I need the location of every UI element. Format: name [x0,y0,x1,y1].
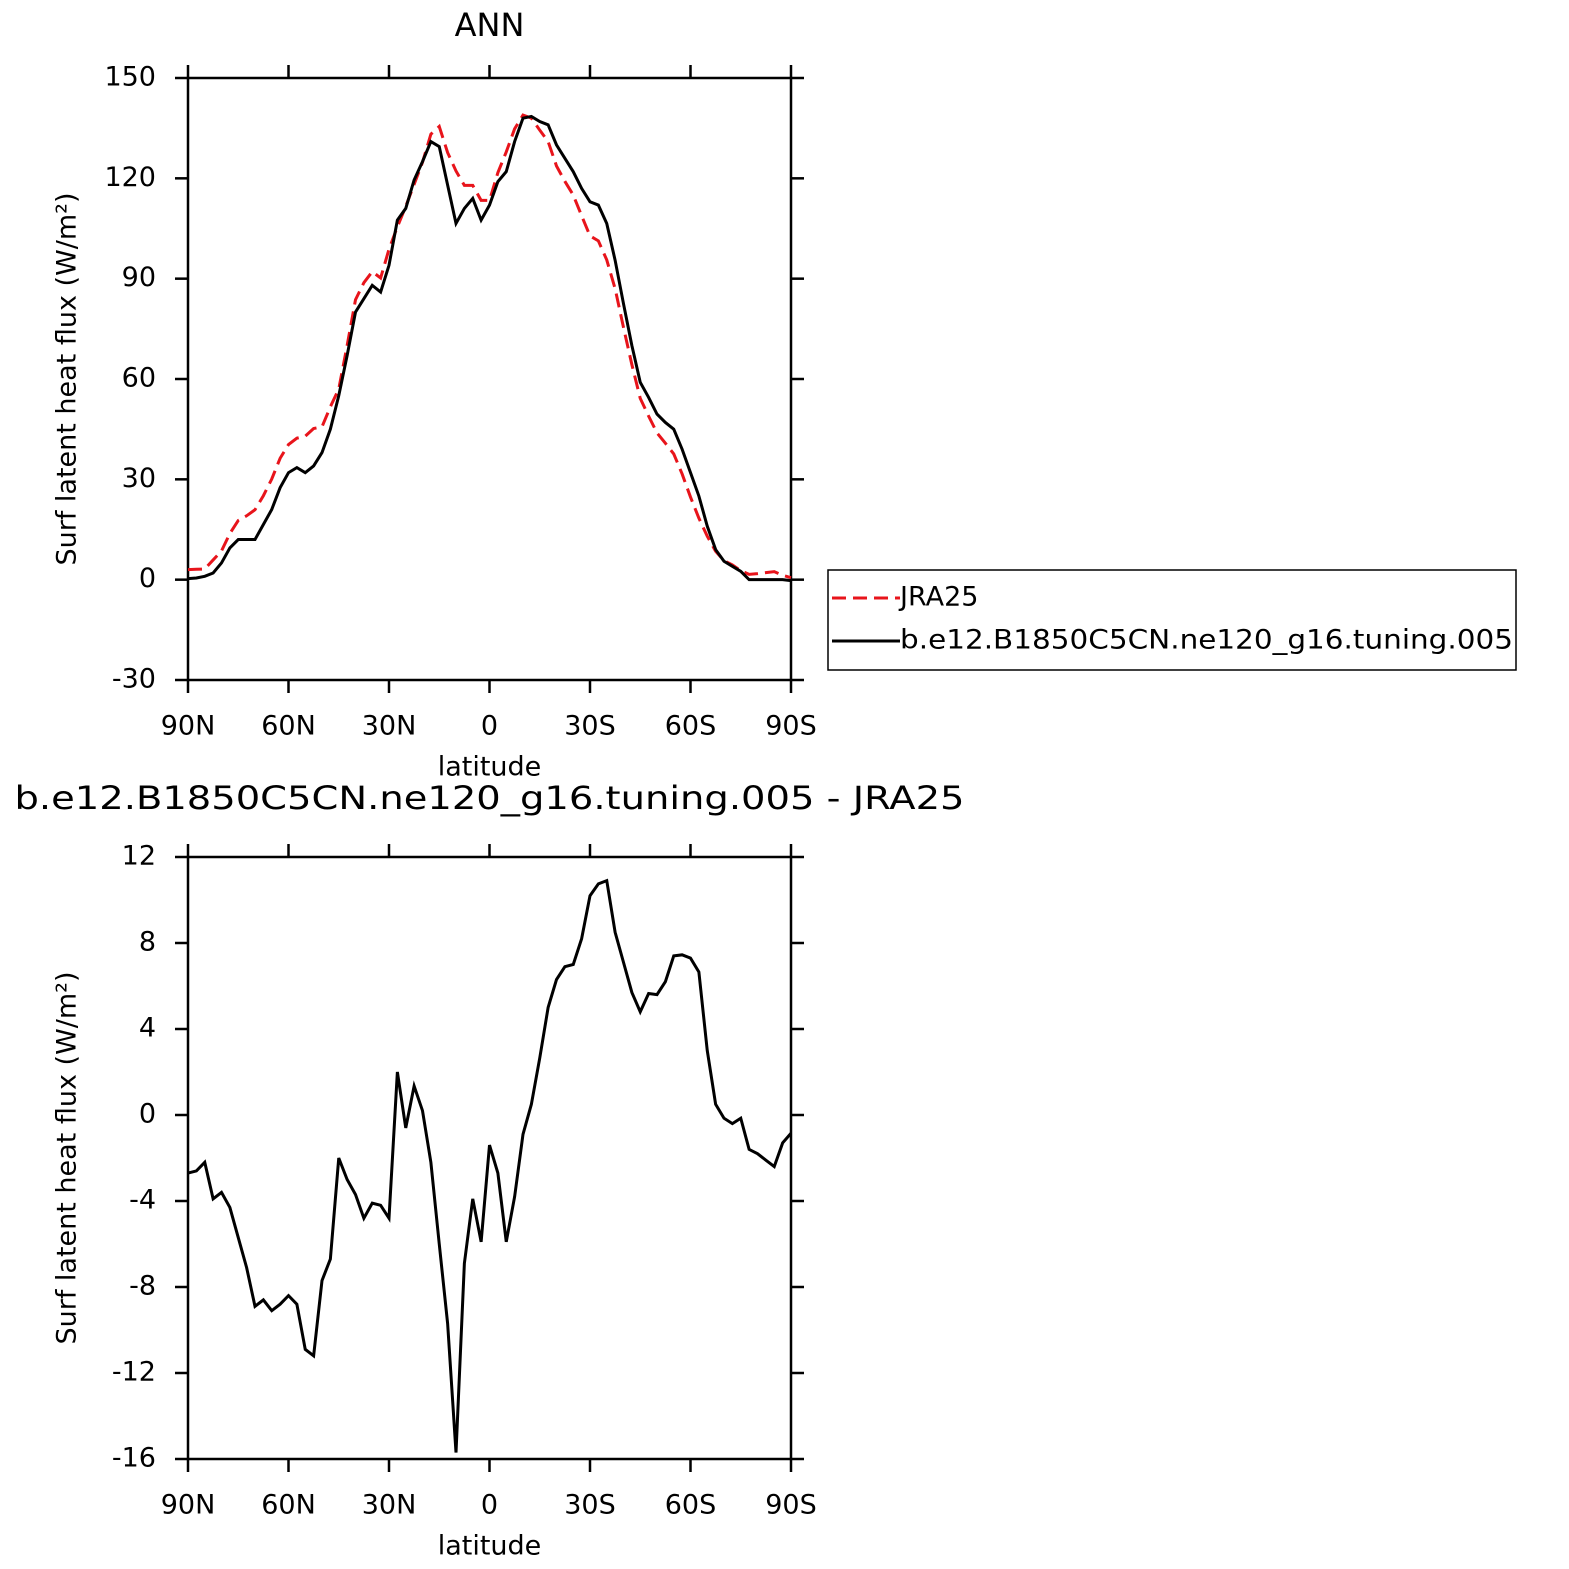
y-tick-label: -16 [112,1443,156,1474]
y-tick-label: 60 [122,363,156,394]
plot-frame [186,76,793,682]
x-tick-label: 90S [765,1490,817,1521]
legend-box [827,569,1517,671]
y-tick-label: 4 [139,1013,156,1044]
x-axis-label: latitude [438,752,542,783]
y-tick-label: -8 [129,1271,156,1302]
y-tick-label: -12 [112,1357,156,1388]
y-tick-label: 12 [122,841,156,872]
data-line [187,113,792,580]
legend-label: b.e12.B1850C5CN.ne120_g16.tuning.005 [900,625,1513,656]
y-tick-label: 30 [122,463,156,494]
x-tick-label: 30S [564,1490,616,1521]
x-axis-label: latitude [438,1531,542,1562]
x-tick-label: 0 [481,1490,498,1521]
y-tick-label: 150 [104,62,156,93]
x-tick-label: 60N [261,1490,316,1521]
y-tick-label: 120 [104,162,156,193]
y-tick-label: 8 [139,927,156,958]
x-tick-label: 60N [261,711,316,742]
y-tick-label: 0 [139,1099,156,1130]
x-tick-label: 0 [481,711,498,742]
x-tick-label: 30S [564,711,616,742]
y-axis-label: Surf latent heat flux (W/m²) [52,192,83,565]
data-line [187,878,793,1453]
y-tick-label: -30 [112,664,156,695]
x-tick-label: 30N [362,1490,417,1521]
y-tick-label: -4 [129,1185,156,1216]
x-tick-label: 60S [665,1490,717,1521]
chart-title: ANN [455,6,525,44]
x-tick-label: 90N [161,711,216,742]
data-line [187,114,792,583]
chart-title: b.e12.B1850C5CN.ne120_g16.tuning.005 - J… [15,779,965,817]
x-tick-label: 90N [161,1490,216,1521]
x-tick-label: 60S [665,711,717,742]
x-tick-label: 30N [362,711,417,742]
y-tick-label: 0 [139,563,156,594]
y-tick-label: 90 [122,262,156,293]
x-tick-label: 90S [765,711,817,742]
y-axis-label: Surf latent heat flux (W/m²) [52,971,83,1344]
legend-label: JRA25 [898,582,978,613]
